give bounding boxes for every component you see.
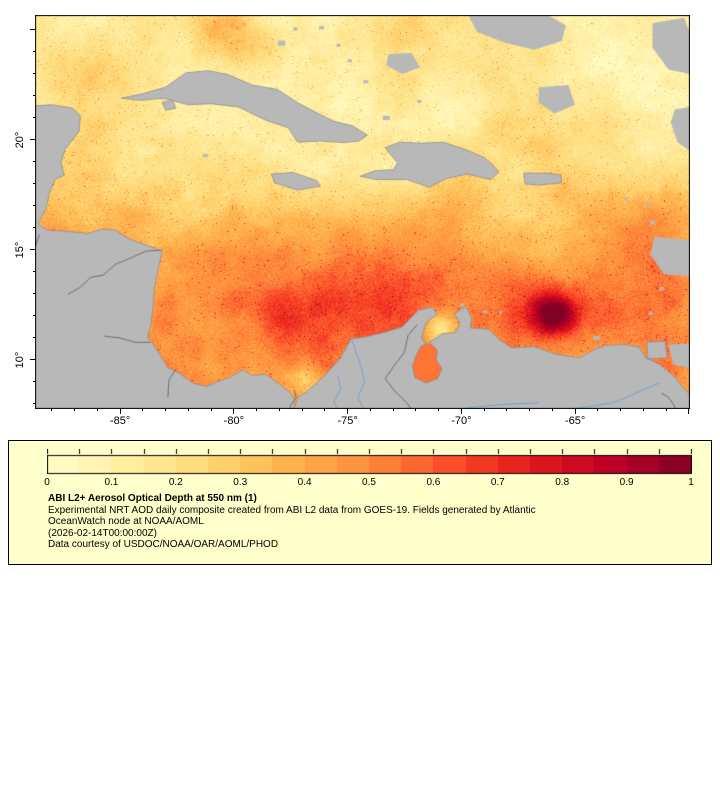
lon-major-tick xyxy=(233,409,235,414)
lon-minor-tick xyxy=(415,409,417,411)
lon-minor-tick xyxy=(392,409,394,411)
lon-minor-tick xyxy=(256,409,258,411)
colorbar-tick-label: 0.5 xyxy=(362,477,376,488)
legend-title: ABI L2+ Aerosol Optical Depth at 550 nm … xyxy=(48,493,257,504)
lon-minor-tick xyxy=(324,409,326,411)
legend-panel: ABI L2+ Aerosol Optical Depth at 550 nm … xyxy=(8,440,712,565)
legend-courtesy: Data courtesy of USDOC/NOAA/OAR/AOML/PHO… xyxy=(48,539,279,550)
colorbar-tick-label: 0.7 xyxy=(490,477,505,488)
lat-tick-label: 10° xyxy=(14,351,26,369)
lon-major-tick xyxy=(460,409,462,414)
lat-minor-tick xyxy=(33,293,35,295)
colorbar-tick-label: 0.8 xyxy=(555,477,570,488)
lat-minor-tick xyxy=(33,95,35,97)
lon-major-tick xyxy=(119,409,121,414)
lon-minor-tick xyxy=(96,409,98,411)
lat-minor-tick xyxy=(33,51,35,53)
lat-tick-label: 20° xyxy=(14,131,26,149)
legend-timestamp: (2026-02-14T00:00:00Z) xyxy=(48,527,157,539)
lon-minor-tick xyxy=(438,409,440,411)
lon-minor-tick xyxy=(369,409,371,411)
lat-minor-tick xyxy=(33,227,35,229)
colorbar-tick-label: 0.6 xyxy=(426,477,441,488)
colorbar-tick-label: 0.3 xyxy=(233,477,248,488)
lon-minor-tick xyxy=(642,409,644,411)
lon-tick-label: -85° xyxy=(109,415,131,427)
lon-minor-tick xyxy=(142,409,144,411)
lon-minor-tick xyxy=(74,409,76,411)
lon-tick-label: -70° xyxy=(451,415,472,427)
lon-major-tick xyxy=(688,409,690,414)
lat-minor-tick xyxy=(33,205,35,207)
lat-minor-tick xyxy=(33,117,35,119)
lon-minor-tick xyxy=(597,409,599,411)
lat-minor-tick xyxy=(33,315,35,317)
lat-major-tick xyxy=(30,249,35,251)
lon-minor-tick xyxy=(483,409,485,411)
colorbar-tick-label: 0.9 xyxy=(619,477,634,488)
lat-minor-tick xyxy=(33,381,35,383)
lat-minor-tick xyxy=(33,337,35,339)
lon-minor-tick xyxy=(278,409,280,411)
lon-major-tick xyxy=(574,409,576,414)
lat-minor-tick xyxy=(33,403,35,405)
lat-major-tick xyxy=(30,359,35,361)
colorbar xyxy=(47,449,692,475)
lon-major-tick xyxy=(347,409,349,414)
lon-tick-label: -80° xyxy=(223,415,244,427)
lon-minor-tick xyxy=(51,409,53,411)
colorbar-tick-label: 0 xyxy=(44,477,50,488)
lat-minor-tick xyxy=(33,73,35,75)
legend-desc-line2: OceanWatch node at NOAA/AOML xyxy=(48,516,204,527)
map-canvas xyxy=(35,15,690,409)
lon-tick-label: -65° xyxy=(564,415,586,427)
lon-minor-tick xyxy=(506,409,508,411)
lon-minor-tick xyxy=(620,409,622,411)
colorbar-tick-label: 0.4 xyxy=(297,477,312,488)
legend-text-block: ABI L2+ Aerosol Optical Depth at 550 nm … xyxy=(48,493,536,551)
colorbar-tick-label: 1 xyxy=(688,477,694,488)
lat-major-tick xyxy=(30,29,35,31)
lon-minor-tick xyxy=(165,409,167,411)
lat-minor-tick xyxy=(33,161,35,163)
lon-minor-tick xyxy=(551,409,553,411)
lon-minor-tick xyxy=(187,409,189,411)
lon-minor-tick xyxy=(665,409,667,411)
colorbar-tick-label: 0.1 xyxy=(104,477,119,488)
lon-minor-tick xyxy=(529,409,531,411)
lat-minor-tick xyxy=(33,271,35,273)
legend-desc-line1: Experimental NRT AOD daily composite cre… xyxy=(48,504,536,516)
lat-tick-label: 15° xyxy=(14,241,26,259)
lon-tick-label: -75° xyxy=(337,415,358,427)
lat-minor-tick xyxy=(33,183,35,185)
lat-major-tick xyxy=(30,139,35,141)
colorbar-tick-label: 0.2 xyxy=(168,477,183,488)
lon-minor-tick xyxy=(301,409,303,411)
lon-minor-tick xyxy=(210,409,212,411)
